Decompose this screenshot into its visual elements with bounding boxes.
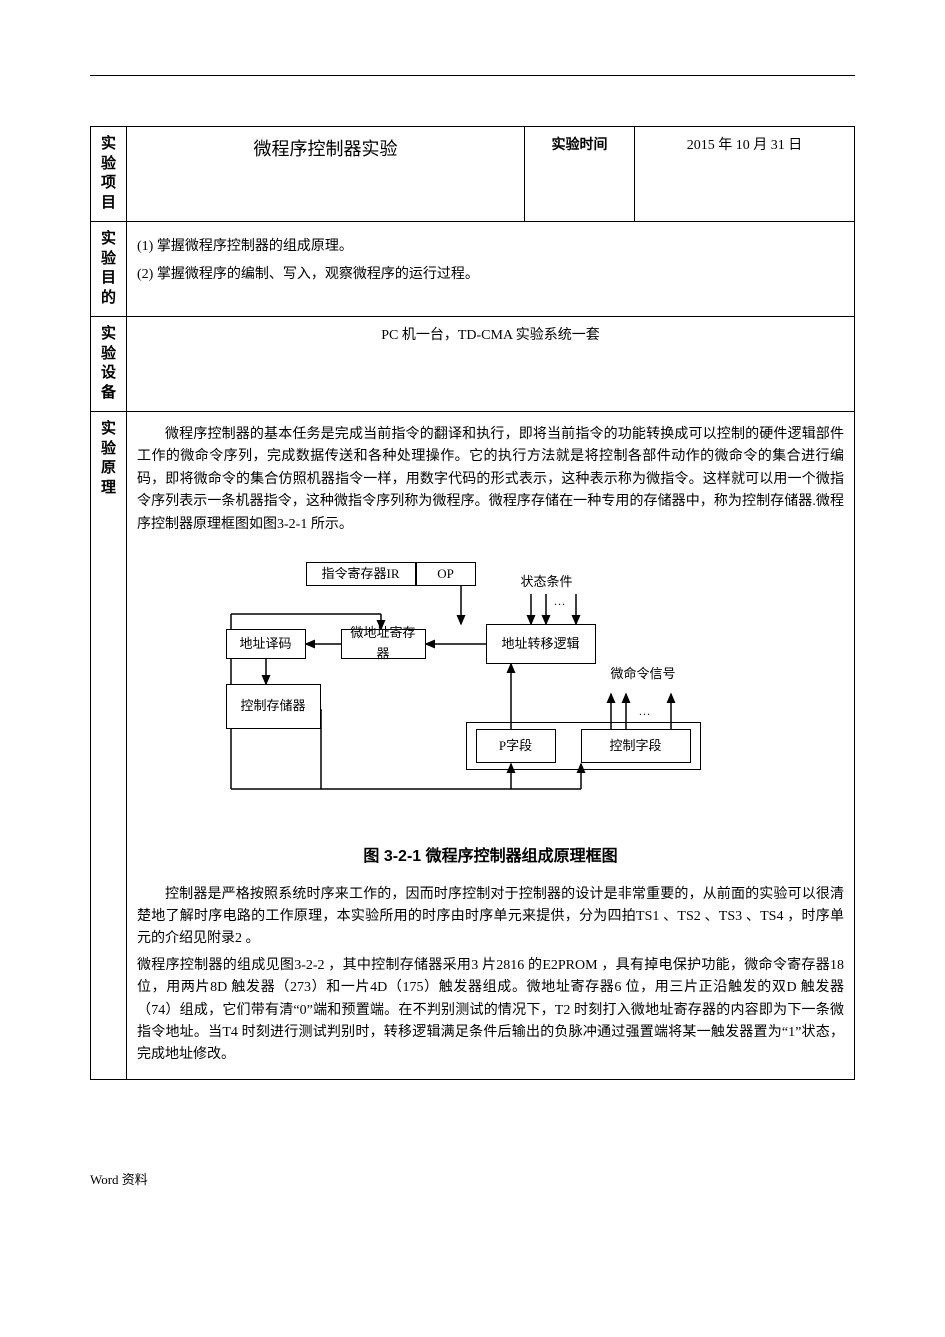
status-label: 状态条件 [521, 572, 573, 593]
label-char: 备 [101, 384, 116, 404]
label-char: 设 [101, 364, 116, 384]
micro-cmd-label: 微命令信号 [611, 664, 676, 685]
row-goals: 实 验 目 的 (1) 掌握微程序控制器的组成原理。 (2) 掌握微程序的编制、… [91, 222, 855, 317]
equipment-text: PC 机一台，TD-CMA 实验系统一套 [127, 317, 855, 412]
label-char: 实 [101, 230, 116, 250]
label-char: 验 [101, 345, 116, 365]
label-goals: 实 验 目 的 [91, 222, 127, 317]
time-label: 实验时间 [525, 127, 635, 222]
page-footer: Word 资料 [90, 1170, 855, 1191]
control-store-box: 控制存储器 [226, 684, 321, 729]
goals-cell: (1) 掌握微程序控制器的组成原理。 (2) 掌握微程序的编制、写入，观察微程序… [127, 222, 855, 317]
principle-cell: 微程序控制器的基本任务是完成当前指令的翻译和执行，即将当前指令的功能转换成可以控… [127, 412, 855, 1080]
block-diagram: 指令寄存器IR OP 状态条件 … 地址译码 微地址寄存器 地址转移逻辑 微命令… [211, 554, 771, 834]
micro-instruction-register-outline [466, 722, 701, 770]
label-char: 的 [101, 289, 116, 309]
figure-caption: 图 3-2-1 微程序控制器组成原理框图 [137, 844, 844, 870]
row-principle: 实 验 原 理 微程序控制器的基本任务是完成当前指令的翻译和执行，即将当前指令的… [91, 412, 855, 1080]
header-rule [90, 75, 855, 76]
experiment-date: 2015 年 10 月 31 日 [635, 127, 855, 222]
dots-status: … [554, 592, 566, 611]
label-char: 原 [101, 459, 116, 479]
label-equipment: 实 验 设 备 [91, 317, 127, 412]
principle-para-1: 微程序控制器的基本任务是完成当前指令的翻译和执行，即将当前指令的功能转换成可以控… [137, 424, 844, 536]
label-char: 实 [101, 325, 116, 345]
principle-para-2: 控制器是严格按照系统时序来工作的，因而时序控制对于控制器的设计是非常重要的，从前… [137, 884, 844, 951]
project-title: 微程序控制器实验 [127, 127, 525, 222]
dots-cmd: … [639, 702, 651, 721]
micro-addr-reg-box: 微地址寄存器 [341, 629, 426, 659]
addr-decode-box: 地址译码 [226, 629, 306, 659]
label-char: 理 [101, 479, 116, 499]
ir-label: 指令寄存器IR [321, 564, 399, 585]
label-char: 验 [101, 250, 116, 270]
label-char: 目 [101, 194, 116, 214]
label-principle: 实 验 原 理 [91, 412, 127, 1080]
row-equipment: 实 验 设 备 PC 机一台，TD-CMA 实验系统一套 [91, 317, 855, 412]
label-project: 实 验 项 目 [91, 127, 127, 222]
goal-item-1: (1) 掌握微程序控制器的组成原理。 [137, 236, 844, 258]
label-char: 目 [101, 269, 116, 289]
op-box: OP [416, 562, 476, 586]
label-char: 实 [101, 135, 116, 155]
label-char: 验 [101, 440, 116, 460]
ir-box: 指令寄存器IR [306, 562, 416, 586]
label-char: 验 [101, 155, 116, 175]
addr-transfer-box: 地址转移逻辑 [486, 624, 596, 664]
label-char: 实 [101, 420, 116, 440]
experiment-table: 实 验 项 目 微程序控制器实验 实验时间 2015 年 10 月 31 日 实… [90, 126, 855, 1080]
principle-para-3: 微程序控制器的组成见图3-2-2 ，其中控制存储器采用3 片2816 的E2PR… [137, 955, 844, 1067]
goal-item-2: (2) 掌握微程序的编制、写入，观察微程序的运行过程。 [137, 264, 844, 286]
row-project: 实 验 项 目 微程序控制器实验 实验时间 2015 年 10 月 31 日 [91, 127, 855, 222]
label-char: 项 [101, 174, 116, 194]
